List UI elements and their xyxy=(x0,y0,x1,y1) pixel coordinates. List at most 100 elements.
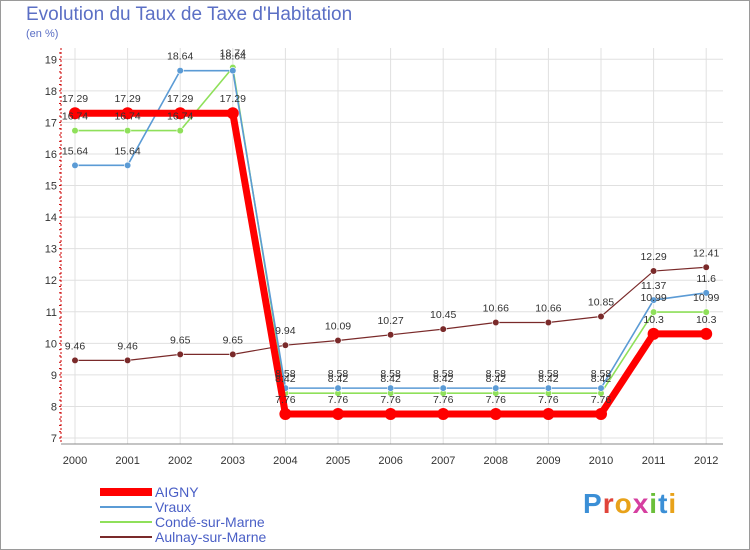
data-point-aulnay-sur-marne xyxy=(123,356,132,364)
data-label-aigny: 7.76 xyxy=(380,394,401,406)
data-point-vraux xyxy=(597,384,605,392)
data-point-aulnay-sur-marne xyxy=(387,331,395,339)
data-point-aulnay-sur-marne xyxy=(597,312,605,321)
data-label-cond-sur-marne: 10.99 xyxy=(640,292,666,304)
data-point-aigny xyxy=(437,408,450,421)
data-label-vraux: 15.64 xyxy=(62,145,88,157)
data-label-vraux: 11.6 xyxy=(696,273,716,285)
data-point-aigny xyxy=(595,408,607,421)
y-tick-label: 11 xyxy=(46,307,57,319)
y-tick-label: 9 xyxy=(51,370,57,382)
logo-letter: t xyxy=(658,488,669,519)
data-label-vraux: 8.58 xyxy=(328,368,349,380)
data-point-aulnay-sur-marne xyxy=(649,267,658,275)
data-label-aulnay-sur-marne: 10.09 xyxy=(325,320,351,332)
y-tick-label: 8 xyxy=(51,401,57,413)
data-label-cond-sur-marne: 8.42 xyxy=(433,373,454,385)
data-point-cond-sur-marne xyxy=(123,127,132,135)
data-label-aulnay-sur-marne: 9.65 xyxy=(170,334,191,346)
data-point-aulnay-sur-marne xyxy=(71,356,79,364)
data-label-aigny: 17.29 xyxy=(62,93,88,105)
x-tick-label: 2003 xyxy=(221,455,245,467)
data-label-aigny: 7.76 xyxy=(591,394,612,406)
data-point-aulnay-sur-marne xyxy=(702,263,710,271)
logo-letter: i xyxy=(649,488,659,519)
data-label-aigny: 7.76 xyxy=(433,394,454,406)
x-tick-label: 2011 xyxy=(642,455,666,467)
data-label-aigny: 17.29 xyxy=(220,93,246,105)
x-tick-label: 2006 xyxy=(378,455,402,467)
data-label-aigny: 7.76 xyxy=(328,394,349,406)
data-label-cond-sur-marne: 8.42 xyxy=(538,373,559,385)
data-label-aigny: 17.29 xyxy=(167,93,193,105)
data-label-vraux: 8.58 xyxy=(433,368,454,380)
legend-swatch-cond-sur-marne xyxy=(100,521,152,523)
data-label-vraux: 8.58 xyxy=(591,368,612,380)
x-tick-label: 2010 xyxy=(589,455,613,467)
y-tick-label: 7 xyxy=(51,433,57,445)
data-point-cond-sur-marne xyxy=(702,308,710,316)
data-label-aigny: 10.3 xyxy=(643,314,664,326)
data-point-aigny xyxy=(542,408,555,421)
x-tick-label: 2002 xyxy=(168,455,192,467)
data-point-vraux xyxy=(702,289,710,297)
legend-label-vraux: Vraux xyxy=(155,499,192,515)
data-label-aigny: 7.76 xyxy=(486,394,507,406)
data-point-aigny xyxy=(69,107,81,120)
data-label-vraux: 8.58 xyxy=(538,368,559,380)
data-point-aulnay-sur-marne xyxy=(281,341,290,349)
y-tick-label: 16 xyxy=(45,149,57,161)
x-tick-label: 2012 xyxy=(694,455,718,467)
data-label-vraux: 8.58 xyxy=(486,368,507,380)
data-label-aulnay-sur-marne: 9.65 xyxy=(223,334,244,346)
y-tick-label: 12 xyxy=(45,275,57,287)
data-label-aulnay-sur-marne: 10.85 xyxy=(588,296,614,308)
data-label-cond-sur-marne: 16.74 xyxy=(62,111,88,123)
data-label-aigny: 10.3 xyxy=(696,314,717,326)
data-point-vraux xyxy=(176,67,184,75)
data-point-vraux xyxy=(544,384,553,392)
data-point-vraux xyxy=(439,384,447,392)
data-point-aigny xyxy=(700,327,713,340)
data-label-aulnay-sur-marne: 10.66 xyxy=(535,302,561,314)
data-point-vraux xyxy=(334,384,342,392)
data-label-cond-sur-marne: 16.74 xyxy=(167,111,193,123)
data-label-vraux: 11.37 xyxy=(641,280,667,292)
y-tick-label: 17 xyxy=(45,117,57,129)
data-point-aigny xyxy=(332,408,344,421)
data-label-cond-sur-marne: 8.42 xyxy=(380,373,401,385)
y-tick-label: 10 xyxy=(45,338,57,350)
data-label-cond-sur-marne: 18.74 xyxy=(220,47,246,59)
y-tick-label: 18 xyxy=(45,86,57,98)
legend-swatch-vraux xyxy=(100,506,152,508)
logo-letter: x xyxy=(632,488,650,519)
data-point-aigny xyxy=(174,107,187,120)
data-label-vraux: 15.64 xyxy=(114,145,140,157)
data-point-aulnay-sur-marne xyxy=(439,325,447,333)
data-label-vraux: 8.58 xyxy=(380,368,401,380)
logo-letter: i xyxy=(668,488,678,519)
data-point-vraux xyxy=(387,384,395,392)
data-point-cond-sur-marne xyxy=(649,308,658,316)
proxiti-logo: Proxiti xyxy=(583,488,677,520)
data-label-aulnay-sur-marne: 9.94 xyxy=(275,325,296,337)
logo-letter: r xyxy=(602,488,615,519)
data-label-vraux: 8.58 xyxy=(275,368,296,380)
data-point-aulnay-sur-marne xyxy=(176,350,184,358)
y-tick-label: 15 xyxy=(45,181,57,193)
data-point-vraux xyxy=(649,296,658,304)
data-point-vraux xyxy=(123,161,132,169)
data-point-aigny xyxy=(121,107,134,120)
data-point-aigny xyxy=(226,107,239,120)
y-tick-label: 14 xyxy=(45,212,57,224)
data-point-aigny xyxy=(279,408,292,421)
data-label-aulnay-sur-marne: 9.46 xyxy=(65,340,86,352)
data-label-cond-sur-marne: 8.42 xyxy=(328,373,349,385)
data-point-aulnay-sur-marne xyxy=(544,318,553,327)
data-label-cond-sur-marne: 10.99 xyxy=(693,292,719,304)
data-point-vraux xyxy=(229,67,237,75)
data-label-cond-sur-marne: 8.42 xyxy=(486,373,507,385)
x-tick-label: 2004 xyxy=(273,455,297,467)
y-axis-unit: (en %) xyxy=(26,28,59,40)
x-tick-label: 2001 xyxy=(115,455,139,467)
